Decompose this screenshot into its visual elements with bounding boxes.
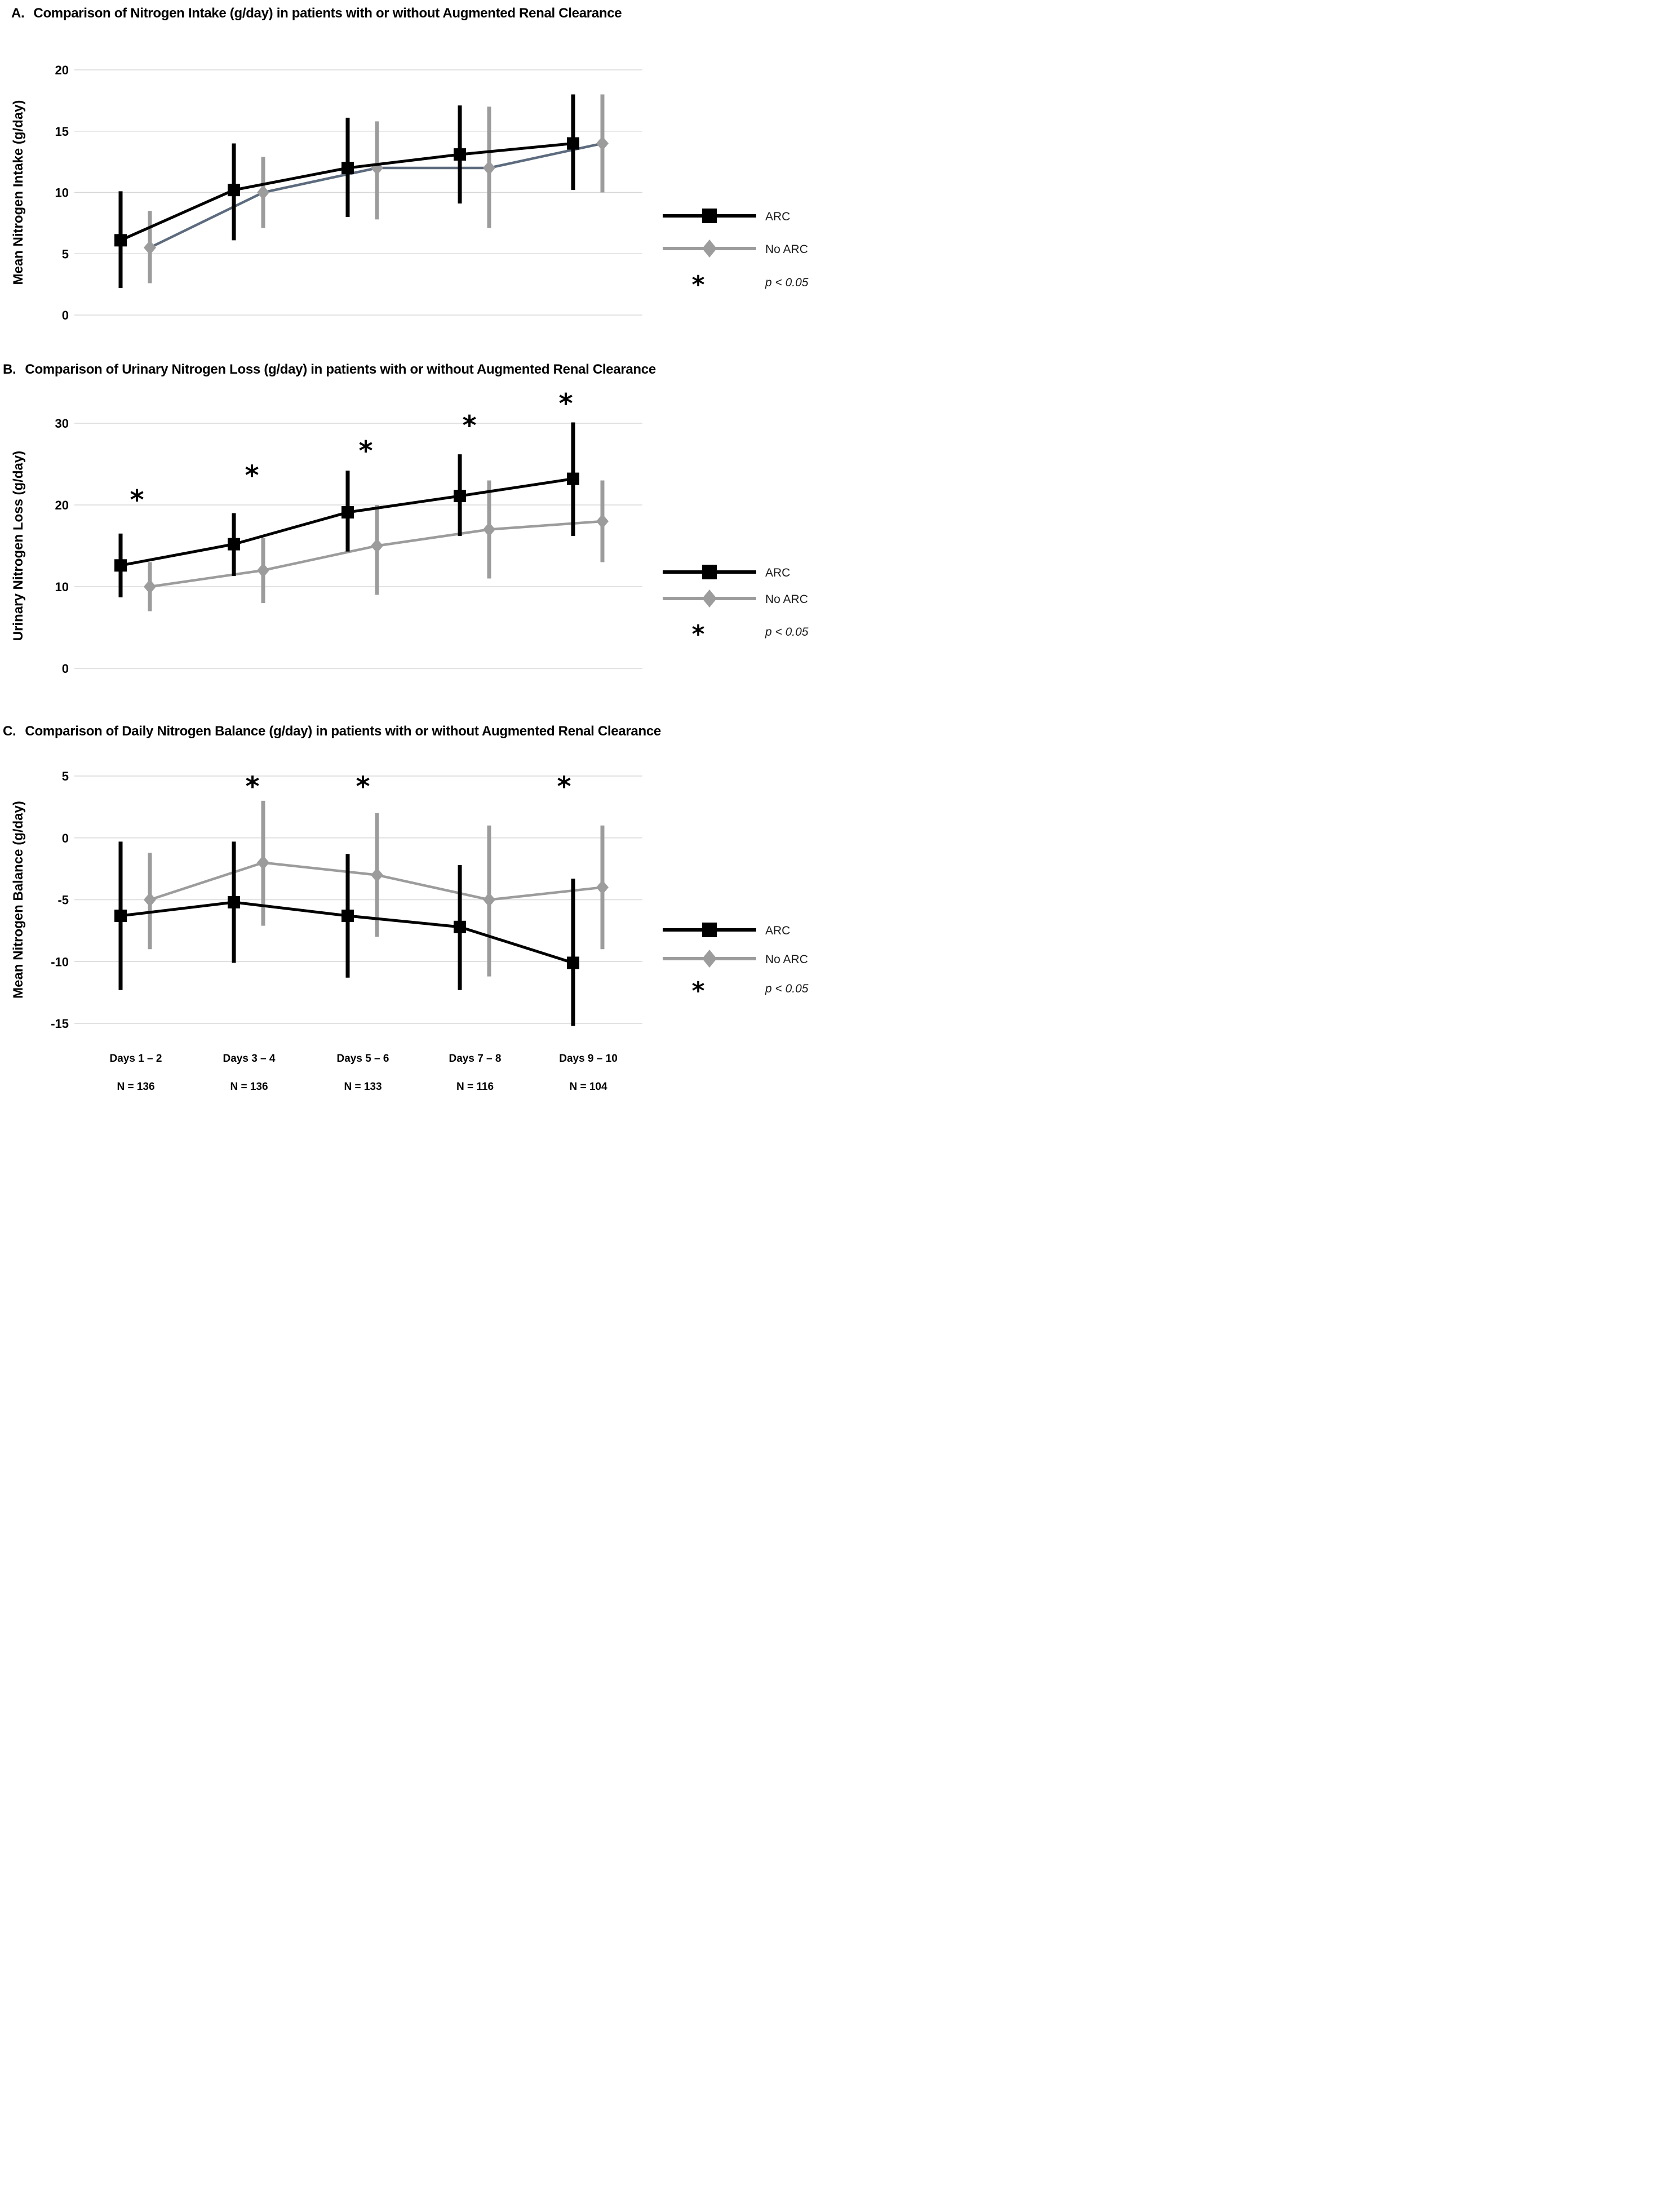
panel-c-ylabel: Mean Nitrogen Balance (g/day) <box>11 801 26 999</box>
panel-a-legend-no-arc-diamond-icon <box>702 240 717 258</box>
panel-b-significance-asterisk: * <box>358 436 372 467</box>
panel-a-no-arc-marker-diamond <box>144 240 156 255</box>
panel-c-ytick-0: 0 <box>62 831 69 845</box>
panel-b-ytick-20: 20 <box>55 498 69 512</box>
panel-a-arc-marker-square <box>341 162 354 174</box>
panel-b-arc-marker-square <box>341 506 354 519</box>
panel-c-no-arc-marker-diamond <box>483 892 495 907</box>
panel-c-no-arc-marker-diamond <box>371 867 383 883</box>
panel-b-ylabel: Urinary Nitrogen Loss (g/day) <box>11 451 26 641</box>
panel-b-legend-no-arc-diamond-icon <box>702 589 717 608</box>
panel-c-title: C. Comparison of Daily Nitrogen Balance (… <box>3 724 661 739</box>
panel-b-significance-asterisk: * <box>462 410 476 442</box>
panel-a-arc-marker-square <box>114 234 127 247</box>
panel-b-no-arc-marker-diamond <box>596 514 609 529</box>
x-category-label: Days 1 – 2 <box>110 1053 162 1065</box>
panel-c-ytick--15: -15 <box>51 1017 69 1031</box>
panel-a-legend-sig-label: p < 0.05 <box>765 276 809 289</box>
panel-b-legend-no-arc-label: No ARC <box>765 593 808 606</box>
panel-c-significance-asterisk: * <box>245 771 259 803</box>
panel-a-legend-sig-asterisk-icon: * <box>691 271 704 299</box>
x-n-count-label: N = 104 <box>569 1081 607 1093</box>
panel-b-legend-arc-label: ARC <box>765 566 790 579</box>
panel-a-ytick-0: 0 <box>62 308 69 322</box>
panel-a-arc-marker-square <box>228 184 240 197</box>
panel-a-legend-arc-square-icon <box>702 209 717 223</box>
panel-c-no-arc-marker-diamond <box>257 855 269 870</box>
panel-c-legend-no-arc-label: No ARC <box>765 953 808 966</box>
panel-a-no-arc-marker-diamond <box>257 185 269 200</box>
panel-c-arc-marker-square <box>341 910 354 923</box>
panel-c-ytick--5: -5 <box>57 893 69 907</box>
charts-canvas: 20 15 10 5 0 Mean Nitrogen Intake (g/day) ARC N… <box>11 63 809 1093</box>
x-category-label: Days 3 – 4 <box>223 1053 276 1065</box>
panel-b-legend-sig-asterisk-icon: * <box>691 620 704 649</box>
x-n-count-label: N = 133 <box>344 1081 382 1093</box>
panel-c-legend-sig-asterisk-icon: * <box>691 977 704 1005</box>
panel-c-legend-no-arc-diamond-icon <box>702 950 717 968</box>
panel-b-no-arc-marker-diamond <box>257 563 269 578</box>
x-n-count-label: N = 116 <box>456 1081 494 1093</box>
panel-b-significance-asterisk: * <box>558 388 573 419</box>
panel-a-no-arc-marker-diamond <box>596 136 609 151</box>
x-n-count-label: N = 136 <box>117 1081 154 1093</box>
panel-c-arc-marker-square <box>114 910 127 923</box>
panel-b-arc-marker-square <box>114 559 127 572</box>
panel-c-arc-marker-square <box>567 956 579 969</box>
panel-a-ytick-5: 5 <box>62 247 69 261</box>
panel-b-arc-marker-square <box>567 472 579 485</box>
figure-page: A. Comparison of Nitrogen Intake (g/day) … <box>0 0 830 1106</box>
panel-b-significance-asterisk: * <box>130 485 144 516</box>
panel-a-ytick-15: 15 <box>55 125 69 139</box>
panel-a-ytick-20: 20 <box>55 63 69 77</box>
panel-b-letter: B. <box>3 362 16 377</box>
panel-b-ytick-0: 0 <box>62 662 69 676</box>
panel-c-ytick-5: 5 <box>62 769 69 783</box>
panel-a-arc-marker-square <box>567 137 579 150</box>
panel-c-legend-arc-label: ARC <box>765 924 790 937</box>
panel-c-ytick--10: -10 <box>51 955 69 969</box>
panel-a-title-text: Comparison of Nitrogen Intake (g/day) in… <box>33 6 622 21</box>
panel-b-ytick-10: 10 <box>55 580 69 594</box>
panel-c-legend-arc-square-icon <box>702 923 717 937</box>
x-category-label: Days 9 – 10 <box>559 1053 618 1065</box>
panel-a-ytick-10: 10 <box>55 186 69 200</box>
panel-c-legend-sig-label: p < 0.05 <box>765 982 809 995</box>
panel-a-title: A. Comparison of Nitrogen Intake (g/day) … <box>11 6 622 21</box>
panel-b-no-arc-marker-diamond <box>371 538 383 553</box>
panel-b-ytick-30: 30 <box>55 416 69 431</box>
panel-c-title-text: Comparison of Daily Nitrogen Balance (g/… <box>25 724 661 739</box>
panel-c-arc-marker-square <box>228 896 240 908</box>
x-category-label: Days 7 – 8 <box>449 1053 502 1065</box>
panel-b-significance-asterisk: * <box>245 460 259 491</box>
panel-c-significance-asterisk: * <box>557 771 571 803</box>
x-n-count-label: N = 136 <box>230 1081 268 1093</box>
panel-a-legend-no-arc-label: No ARC <box>765 243 808 256</box>
panel-b-title: B. Comparison of Urinary Nitrogen Loss (g… <box>3 362 656 378</box>
panel-b-title-text: Comparison of Urinary Nitrogen Loss (g/d… <box>25 362 656 377</box>
panel-b-arc-marker-square <box>454 490 466 503</box>
panel-a-legend-arc-label: ARC <box>765 210 790 223</box>
panel-b-legend-sig-label: p < 0.05 <box>765 626 809 639</box>
panel-b-arc-marker-square <box>228 538 240 551</box>
panel-a-arc-marker-square <box>454 148 466 161</box>
panel-b-no-arc-marker-diamond <box>144 579 156 594</box>
panel-b-legend-arc-square-icon <box>702 565 717 579</box>
panel-c-significance-asterisk: * <box>356 771 370 803</box>
panel-c-no-arc-marker-diamond <box>144 892 156 907</box>
panel-a-letter: A. <box>11 6 25 21</box>
panel-a-no-arc-marker-diamond <box>483 161 495 175</box>
panel-c-letter: C. <box>3 724 16 739</box>
panel-c-arc-marker-square <box>454 920 466 933</box>
panel-b-no-arc-marker-diamond <box>483 522 495 537</box>
panel-c-no-arc-marker-diamond <box>596 880 609 895</box>
x-category-label: Days 5 – 6 <box>337 1053 389 1065</box>
panel-a-ylabel: Mean Nitrogen Intake (g/day) <box>11 100 26 285</box>
